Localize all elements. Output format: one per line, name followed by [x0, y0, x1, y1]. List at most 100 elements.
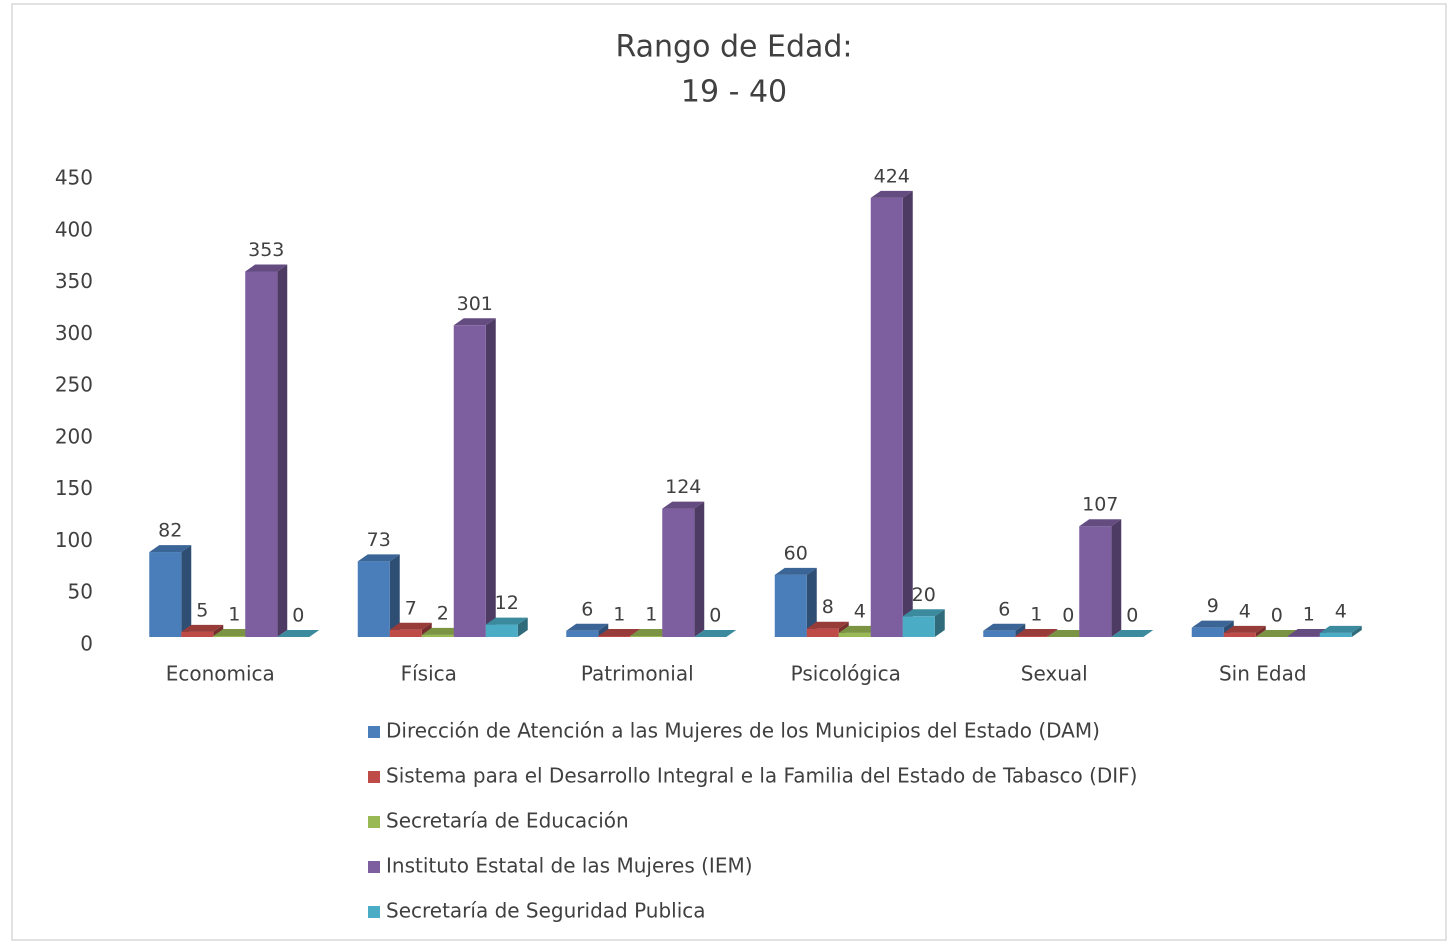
bar-side [1255, 625, 1266, 637]
x-tick-label: Sexual [1021, 662, 1088, 686]
legend-label: Instituto Estatal de las Mujeres (IEM) [386, 854, 753, 878]
bar-top [598, 628, 641, 636]
data-label: 124 [665, 476, 701, 498]
bar-front [806, 628, 839, 637]
bar-side [806, 567, 817, 637]
bar-side [485, 318, 496, 637]
bar-top [149, 545, 192, 553]
bar-front [1191, 627, 1224, 637]
bar-top [870, 190, 913, 198]
bar-top [421, 627, 464, 635]
bar [149, 545, 192, 637]
bar-top [630, 628, 673, 636]
bar-top [1079, 519, 1122, 527]
bar-side [1351, 625, 1362, 637]
bar-top [694, 630, 737, 637]
data-label: 1 [645, 603, 657, 625]
bar-front [245, 271, 278, 637]
bar-side [277, 264, 288, 637]
legend-label: Secretaría de Educación [386, 809, 629, 833]
data-label: 1 [228, 603, 240, 625]
bar [1319, 625, 1362, 637]
bar [1223, 625, 1266, 637]
bar [774, 567, 817, 637]
data-label: 0 [1062, 605, 1074, 627]
data-label: 20 [912, 584, 936, 606]
bar-side [389, 554, 400, 637]
bar-side [694, 501, 705, 637]
bar [453, 318, 496, 637]
bar-top [662, 501, 705, 509]
data-label: 6 [581, 598, 593, 620]
y-tick-label: 350 [55, 269, 93, 293]
bar-top [1223, 625, 1266, 633]
bar-front [1319, 632, 1352, 637]
data-label: 73 [367, 529, 391, 551]
y-tick-label: 450 [55, 166, 93, 190]
bar-front [1287, 635, 1320, 637]
data-label: 0 [1271, 605, 1283, 627]
data-label: 424 [874, 165, 910, 187]
bar [1255, 630, 1298, 637]
bar [245, 264, 288, 637]
data-label: 0 [709, 605, 721, 627]
x-tick-label: Economica [166, 662, 275, 686]
bar-top [357, 554, 400, 562]
data-label: 1 [1303, 603, 1315, 625]
bar-front [774, 574, 807, 637]
legend-swatch [368, 771, 380, 783]
bar [1079, 519, 1122, 637]
bar [357, 554, 400, 637]
data-label: 8 [822, 596, 834, 618]
bar-front [1015, 635, 1048, 637]
x-tick-label: Psicológica [791, 662, 901, 686]
bar-front [1079, 526, 1112, 637]
data-label: 7 [405, 597, 417, 619]
bar-front [598, 635, 631, 637]
bar-top [245, 264, 288, 272]
bar [902, 609, 945, 637]
bar-front [453, 325, 486, 637]
bar-side [181, 545, 192, 637]
bar [181, 624, 224, 637]
y-tick-label: 300 [55, 321, 93, 345]
bar [277, 630, 320, 637]
data-label: 0 [292, 605, 304, 627]
legend-swatch [368, 816, 380, 828]
bar [1015, 628, 1058, 637]
bar-top [181, 624, 224, 632]
chart-title: Rango de Edad: [615, 30, 852, 65]
legend-label: Secretaría de Seguridad Publica [386, 899, 706, 923]
bar-front [662, 508, 695, 637]
bar-top [389, 622, 432, 630]
data-label: 4 [1239, 600, 1251, 622]
bar-top [453, 318, 496, 326]
bar-top [1191, 620, 1234, 628]
bar [1111, 630, 1154, 637]
data-label: 5 [196, 599, 208, 621]
bar-side [1111, 519, 1122, 637]
bar-top [838, 625, 881, 633]
bar-top [983, 623, 1026, 631]
bar-front [630, 635, 663, 637]
bar-top [1255, 630, 1298, 637]
bar-front [149, 552, 182, 637]
bar-side [1015, 623, 1026, 637]
bar-front [566, 630, 599, 637]
bar [694, 630, 737, 637]
bar-side [598, 623, 609, 637]
bar-front [1223, 632, 1256, 637]
chart-border [11, 3, 1447, 941]
bar [662, 501, 705, 637]
bar-front [485, 624, 518, 637]
bar-top [1319, 625, 1362, 633]
data-label: 9 [1207, 595, 1219, 617]
bar [485, 617, 528, 637]
bar-top [213, 628, 256, 636]
data-label: 82 [158, 520, 182, 542]
data-label: 353 [248, 239, 284, 261]
bar-front [181, 631, 214, 637]
bar-front [838, 632, 871, 637]
data-label: 107 [1082, 494, 1118, 516]
